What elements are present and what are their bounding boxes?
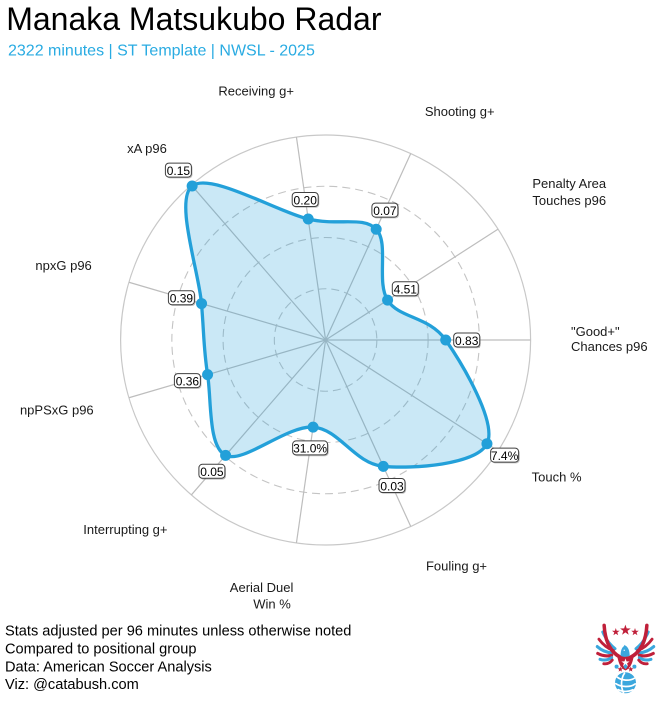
svg-text:Receiving g+: Receiving g+ (218, 84, 294, 99)
svg-text:Viz: @catabush.com: Viz: @catabush.com (5, 677, 139, 693)
svg-text:0.20: 0.20 (294, 193, 318, 207)
svg-text:0.83: 0.83 (455, 334, 479, 348)
svg-text:npxG p96: npxG p96 (35, 258, 91, 273)
svg-text:Touch %: Touch % (532, 470, 582, 485)
svg-text:"Good+": "Good+" (571, 324, 620, 339)
svg-text:4.51: 4.51 (394, 283, 418, 297)
svg-text:0.36: 0.36 (176, 374, 200, 388)
svg-text:0.03: 0.03 (380, 479, 404, 493)
svg-text:Penalty Area: Penalty Area (532, 176, 606, 191)
svg-text:Touches p96: Touches p96 (532, 193, 606, 208)
svg-text:Win %: Win % (253, 597, 291, 612)
svg-text:Data: American Soccer Analysis: Data: American Soccer Analysis (5, 659, 212, 675)
svg-text:0.15: 0.15 (167, 164, 191, 178)
svg-text:Compared to positional group: Compared to positional group (5, 641, 196, 657)
svg-text:7.4%: 7.4% (491, 449, 519, 463)
svg-text:Shooting g+: Shooting g+ (425, 104, 495, 119)
svg-text:31.0%: 31.0% (293, 442, 327, 456)
svg-text:Chances p96: Chances p96 (571, 339, 648, 354)
svg-text:2322 minutes | ST Template | N: 2322 minutes | ST Template | NWSL - 2025 (8, 43, 315, 60)
svg-text:Aerial Duel: Aerial Duel (230, 580, 294, 595)
svg-text:Interrupting g+: Interrupting g+ (83, 522, 167, 537)
svg-text:0.07: 0.07 (373, 204, 397, 218)
svg-text:npPSxG p96: npPSxG p96 (20, 403, 94, 418)
svg-text:xA p96: xA p96 (127, 141, 167, 156)
svg-text:Stats adjusted per 96 minutes: Stats adjusted per 96 minutes unless oth… (5, 624, 351, 640)
svg-text:Manaka Matsukubo Radar: Manaka Matsukubo Radar (6, 1, 382, 37)
svg-text:Fouling g+: Fouling g+ (426, 559, 487, 574)
svg-text:0.39: 0.39 (170, 292, 194, 306)
svg-text:0.05: 0.05 (200, 465, 224, 479)
